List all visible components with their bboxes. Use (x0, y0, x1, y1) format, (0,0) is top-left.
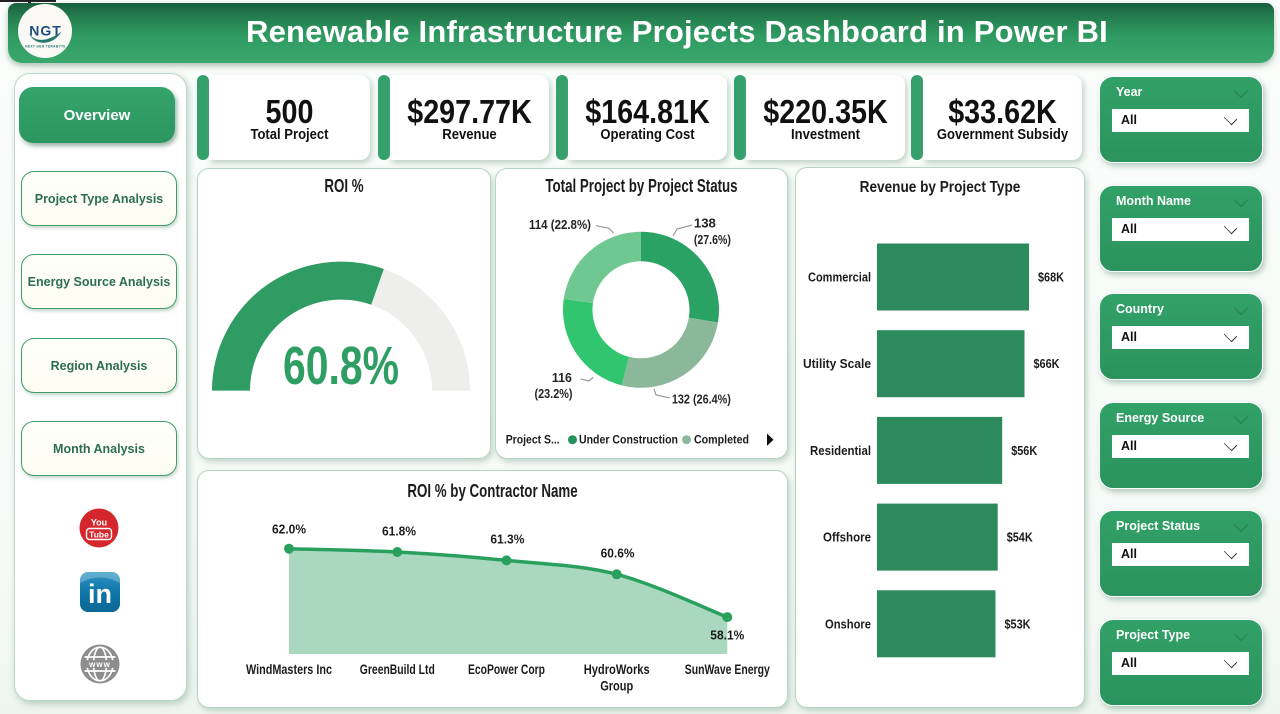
svg-text:GreenBuild Ltd: GreenBuild Ltd (360, 662, 435, 677)
svg-text:62.0%: 62.0% (272, 521, 306, 536)
svg-text:61.8%: 61.8% (382, 524, 416, 539)
svg-text:Residential: Residential (810, 444, 871, 458)
svg-text:EcoPower Corp: EcoPower Corp (468, 662, 545, 677)
svg-text:NGT: NGT (29, 23, 62, 39)
svg-text:NEXT GEN TERABYTE: NEXT GEN TERABYTE (25, 45, 66, 49)
svg-text:$53K: $53K (1005, 617, 1031, 631)
svg-text:116: 116 (552, 370, 572, 385)
svg-text:61.3%: 61.3% (490, 532, 524, 547)
svg-text:60.8%: 60.8% (283, 336, 399, 396)
svg-text:in: in (88, 579, 112, 609)
svg-text:$56K: $56K (1011, 444, 1037, 458)
svg-text:Onshore: Onshore (825, 617, 871, 631)
svg-text:HydroWorks: HydroWorks (584, 662, 650, 677)
svg-text:Utility Scale: Utility Scale (803, 357, 871, 371)
svg-text:Project S...: Project S... (506, 433, 560, 447)
svg-text:WindMasters Inc: WindMasters Inc (246, 662, 332, 677)
svg-text:You: You (91, 518, 107, 528)
svg-text:Offshore: Offshore (823, 531, 871, 545)
svg-text:$54K: $54K (1007, 531, 1033, 545)
svg-text:(27.6%): (27.6%) (694, 232, 731, 247)
svg-text:www: www (88, 660, 111, 669)
svg-text:$68K: $68K (1038, 271, 1064, 285)
svg-text:Group: Group (600, 678, 633, 693)
svg-text:SunWave Energy: SunWave Energy (685, 662, 770, 677)
svg-text:114 (22.8%): 114 (22.8%) (529, 217, 591, 232)
svg-text:(23.2%): (23.2%) (535, 386, 573, 401)
svg-text:$66K: $66K (1034, 357, 1060, 371)
svg-text:Under Construction: Under Construction (579, 433, 678, 447)
svg-text:60.6%: 60.6% (601, 546, 635, 561)
svg-text:58.1%: 58.1% (710, 628, 744, 643)
svg-text:132 (26.4%): 132 (26.4%) (672, 392, 731, 407)
svg-text:Commercial: Commercial (808, 271, 871, 285)
svg-text:Completed: Completed (694, 433, 749, 447)
svg-text:Tube: Tube (89, 530, 109, 540)
svg-text:138: 138 (694, 216, 716, 231)
